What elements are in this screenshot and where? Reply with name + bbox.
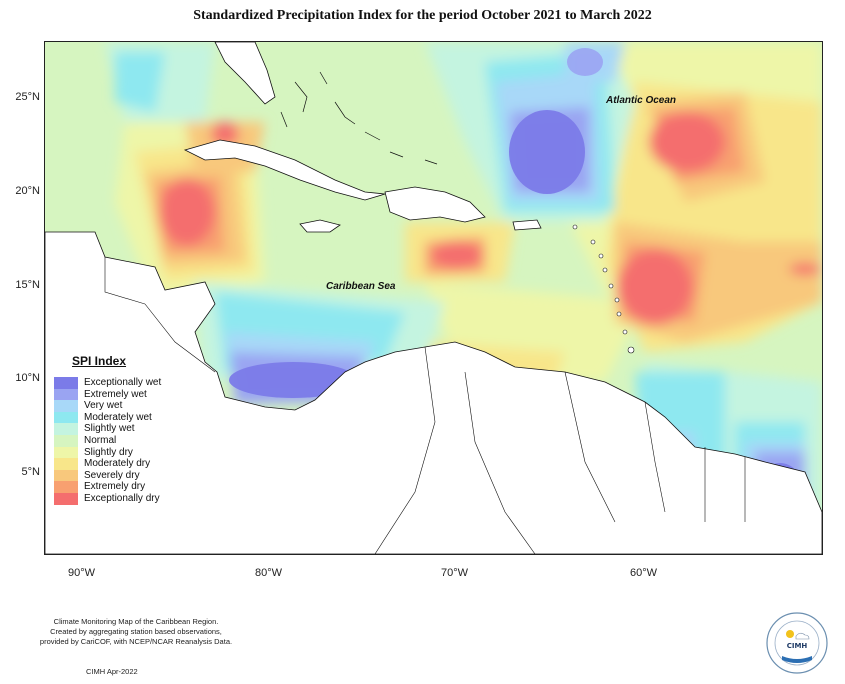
legend-label: Moderately wet [84,411,152,423]
legend-swatch [54,435,78,447]
legend-label: Exceptionally wet [84,377,162,388]
legend-label: Moderately dry [84,458,151,470]
legend-label: Extremely wet [84,388,147,400]
lat-label-20n: 20°N [15,185,40,197]
lon-label-90w: 90°W [68,567,96,579]
lon-label-80w: 80°W [255,567,283,579]
footer-date: CIMH Apr-2022 [86,667,138,676]
legend-swatch [54,481,78,494]
atlantic-ocean-label: Atlantic Ocean [606,95,677,106]
legend-swatch [54,493,78,505]
legend-swatch [54,388,78,401]
footer-line-2: Created by aggregating station based obs… [50,627,222,636]
legend-swatch [54,458,78,471]
legend-label: Severely dry [84,469,140,481]
lat-label-15n: 15°N [15,279,40,291]
legend-label: Slightly wet [84,423,135,435]
caribbean-sea-label: Caribbean Sea [326,281,396,292]
spi-map [44,41,823,555]
legend-label: Extremely dry [84,481,146,493]
lon-label-60w: 60°W [630,567,658,579]
legend-label: Normal [84,435,117,446]
legend-swatch [54,400,78,413]
legend-label: Very wet [84,400,123,412]
cimh-logo: CIMH [766,612,828,674]
legend-swatch [54,377,78,389]
logo-text: CIMH [787,642,808,650]
legend-title: SPI Index [72,354,127,368]
lat-label-5n: 5°N [21,466,40,478]
lat-label-10n: 10°N [15,372,40,384]
footer-line-3: provided by CariCOF, with NCEP/NCAR Rean… [39,637,233,646]
footer-credits: Climate Monitoring Map of the Caribbean … [6,617,266,647]
legend-swatch [54,411,78,424]
lon-label-70w: 70°W [441,567,469,579]
legend-label: Exceptionally dry [84,493,160,504]
map-title: Standardized Precipitation Index for the… [193,8,652,23]
legend-swatch [54,446,78,459]
legend-swatch [54,423,78,436]
lat-label-25n: 25°N [15,91,40,103]
legend-label: Slightly dry [84,446,133,458]
legend-swatch [54,469,78,482]
spi-map-canvas [45,42,822,554]
footer-line-1: Climate Monitoring Map of the Caribbean … [53,617,219,626]
